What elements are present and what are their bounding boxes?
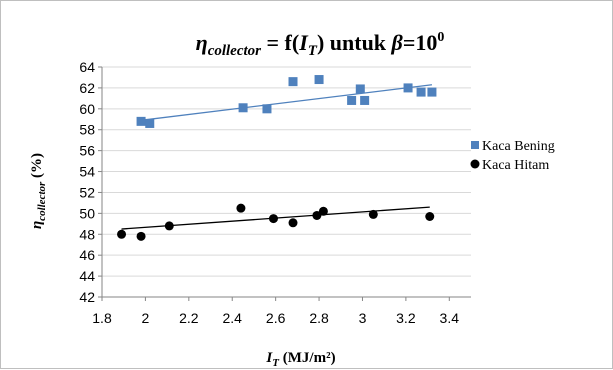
x-tick-labels: 1.8 2 2.2 2.4 2.6 2.8 3 3.2 3.4 [92,310,459,326]
point-kaca-hitam [117,229,127,239]
y-tick-label: 58 [79,122,95,138]
x-tick-label: 2.4 [223,310,243,326]
legend-label-kaca-hitam: Kaca Hitam [482,158,549,173]
point-kaca-hitam [318,206,328,216]
point-kaca-hitam [236,203,246,213]
legend-marker-kaca-bening [471,141,479,149]
point-kaca-hitam [268,214,278,224]
point-kaca-bening [427,87,437,97]
point-kaca-hitam [368,209,378,219]
x-tick-label: 2.8 [309,310,329,326]
x-tick-label: 2.6 [266,310,286,326]
point-kaca-bening [347,95,357,105]
gridlines [102,66,471,277]
y-axis-title: ηcollector (%) [29,153,48,229]
x-tick-label: 3.4 [440,310,460,326]
y-tick-label: 54 [79,164,95,180]
point-kaca-hitam [425,212,435,221]
y-tick-label: 60 [79,101,95,117]
point-kaca-bening [145,118,155,128]
x-tick-label: 2 [142,310,150,326]
point-kaca-bening [360,95,370,105]
legend-label-kaca-bening: Kaca Bening [482,139,555,154]
legend-item-kaca-bening: Kaca Bening [471,139,555,154]
point-kaca-bening [314,75,324,85]
legend-item-kaca-hitam: Kaca Hitam [470,158,549,173]
point-kaca-bening [288,77,298,87]
legend: Kaca Bening Kaca Hitam [470,139,555,173]
x-tick-label: 1.8 [92,310,112,326]
point-kaca-bening [355,84,365,94]
trendline-kaca-bening [140,84,433,121]
point-kaca-hitam [312,210,322,220]
y-tick-label: 56 [79,143,95,159]
point-kaca-bening [262,104,272,114]
x-tick-label: 2.2 [179,310,199,326]
y-tick-label: 46 [79,247,95,263]
chart-title: ηcollector = f(IT) untuk β=100 [196,30,445,59]
trendlines [121,84,433,230]
point-kaca-bening [416,87,426,97]
x-tick-label: 3 [359,310,367,326]
point-kaca-bening [238,103,248,113]
y-tick-label: 64 [79,59,95,75]
y-tick-label: 52 [79,184,95,200]
legend-marker-kaca-hitam [470,159,480,169]
y-tick-label: 44 [79,268,95,284]
y-tick-labels: 42 44 46 48 50 52 54 56 58 60 62 64 [79,59,95,305]
point-kaca-bening [403,83,413,93]
point-kaca-hitam [164,221,174,231]
point-kaca-hitam [288,218,298,228]
x-axis-title: IT (MJ/m²) [265,350,335,369]
data-points [117,75,437,241]
y-tick-label: 48 [79,226,95,242]
x-tick-label: 3.2 [396,310,416,326]
y-tick-label: 62 [79,80,95,96]
y-tick-label: 50 [79,205,95,221]
y-tick-label: 42 [79,289,95,305]
point-kaca-hitam [136,231,146,241]
axes [98,66,471,301]
point-kaca-bening [136,116,146,126]
